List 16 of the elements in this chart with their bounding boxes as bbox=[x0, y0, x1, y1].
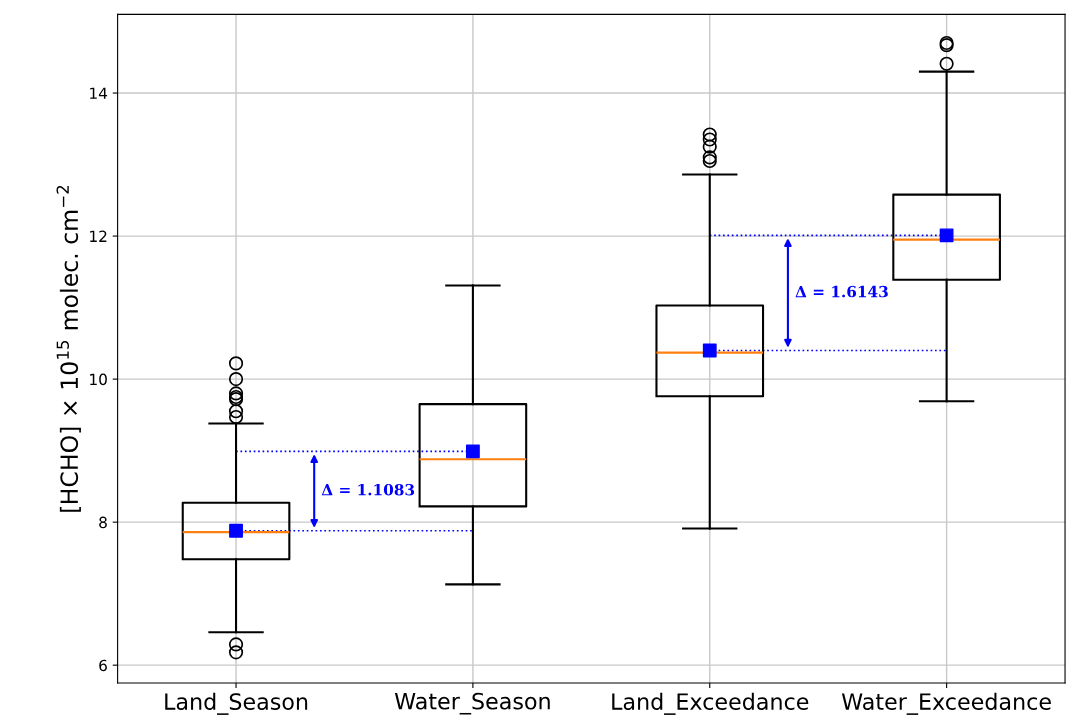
point bbox=[702, 343, 717, 358]
x-tick-label: Land_Exceedance bbox=[612, 692, 809, 715]
annotation: Δ = 1.6143 bbox=[795, 285, 888, 298]
y-tick-label: 14 bbox=[90, 87, 108, 99]
annotation: Δ = 1.1083 bbox=[321, 483, 415, 496]
y-tick-label: 10 bbox=[90, 373, 107, 386]
x-tick-label: Water_Season bbox=[394, 692, 550, 715]
y-axis-title: [HCHO] × 10$^{15}$ molec. cm$^{−2}$ bbox=[56, 185, 81, 512]
x-tick-label: Land_Season bbox=[165, 692, 308, 715]
point bbox=[465, 444, 480, 459]
x-tick-label: Water_Exceedance bbox=[841, 692, 1051, 715]
y-tick-label: 12 bbox=[90, 230, 107, 242]
y-tick-label: 6 bbox=[99, 659, 107, 672]
point bbox=[939, 228, 954, 243]
point bbox=[229, 523, 243, 538]
y-tick-label: 8 bbox=[99, 516, 107, 529]
